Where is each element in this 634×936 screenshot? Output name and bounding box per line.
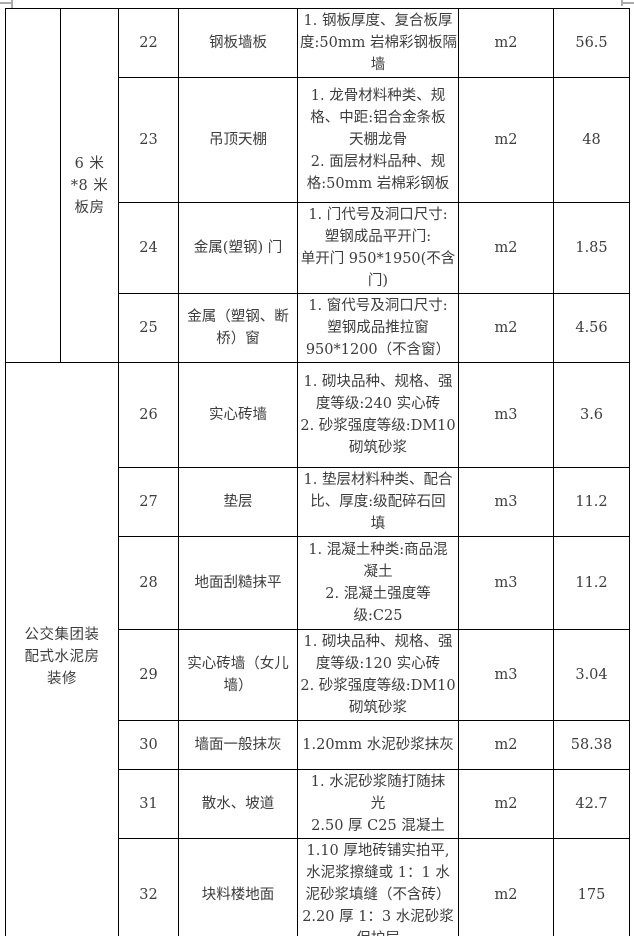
quantity-cell: 11.2	[553, 536, 630, 630]
description-cell: 1. 龙骨材料种类、规 格、中距:铝合金条板 天棚龙骨 2. 面层材料品种、规 …	[297, 77, 459, 203]
item-name-cell: 吊顶天棚	[178, 77, 298, 203]
row-number-cell: 25	[118, 293, 179, 363]
table-row: 32 块料楼地面 1.10 厚地砖铺实拍平, 水泥浆擦缝或 1：1 水 泥砂浆填…	[6, 838, 630, 936]
description-cell: 1. 门代号及洞口尺寸: 塑钢成品平开门: 单开门 950*1950(不含 门)	[297, 202, 459, 294]
unit-cell: m2	[458, 202, 554, 294]
bill-of-quantities-table: 6 米 *8 米 板房 22 钢板墙板 1. 钢板厚度、复合板厚 度:50mm …	[5, 8, 630, 936]
unit-cell: m2	[458, 293, 554, 363]
row-number-cell: 30	[118, 720, 179, 770]
row-number-cell: 29	[118, 629, 179, 721]
quantity-cell: 3.04	[553, 629, 630, 721]
table-row: 25 金属（塑钢、断 桥）窗 1. 窗代号及洞口尺寸: 塑钢成品推拉窗 950*…	[6, 293, 630, 363]
item-name-cell: 实心砖墙（女儿 墙）	[178, 629, 298, 721]
unit-cell: m2	[458, 8, 554, 78]
table-row: 31 散水、坡道 1. 水泥砂浆随打随抹 光 2.50 厚 C25 混凝土 m2…	[6, 769, 630, 839]
row-number-cell: 23	[118, 77, 179, 203]
quantity-cell: 1.85	[553, 202, 630, 294]
quantity-cell: 42.7	[553, 769, 630, 839]
row-number-cell: 26	[118, 362, 179, 468]
table-row: 公交集团装 配式水泥房 装修 26 实心砖墙 1. 砌块品种、规格、强 度等级:…	[5, 362, 630, 936]
row-number-cell: 27	[118, 467, 179, 537]
row-number-cell: 28	[118, 536, 179, 630]
description-cell: 1. 砌块品种、规格、强 度等级:240 实心砖 2. 砂浆强度等级:DM10 …	[297, 362, 459, 468]
quantity-cell: 48	[553, 77, 630, 203]
unit-cell: m2	[458, 720, 554, 770]
unit-cell: m3	[458, 629, 554, 721]
quantity-cell: 4.56	[553, 293, 630, 363]
quantity-cell: 11.2	[553, 467, 630, 537]
description-cell: 1. 水泥砂浆随打随抹 光 2.50 厚 C25 混凝土	[297, 769, 459, 839]
description-cell: 1.20mm 水泥砂浆抹灰	[297, 720, 459, 770]
unit-cell: m3	[458, 362, 554, 468]
group-label-cell: 6 米 *8 米 板房	[60, 8, 119, 363]
table-row: 27 垫层 1. 垫层材料种类、配合 比、厚度:级配碎石回 填 m3 11.2	[6, 467, 630, 537]
description-cell: 1.10 厚地砖铺实拍平, 水泥浆擦缝或 1：1 水 泥砂浆填缝（不含砖） 2.…	[297, 838, 459, 936]
item-name-cell: 金属（塑钢、断 桥）窗	[178, 293, 298, 363]
group-spacer-cell	[5, 8, 61, 363]
table-handle-top-left-icon	[11, 0, 13, 8]
unit-cell: m2	[458, 838, 554, 936]
description-cell: 1. 混凝土种类:商品混 凝土 2. 混凝土强度等 级:C25	[297, 536, 459, 630]
item-name-cell: 实心砖墙	[178, 362, 298, 468]
item-name-cell: 块料楼地面	[178, 838, 298, 936]
description-cell: 1. 砌块品种、规格、强 度等级:120 实心砖 2. 砂浆强度等级:DM10 …	[297, 629, 459, 721]
item-name-cell: 墙面一般抹灰	[178, 720, 298, 770]
description-cell: 1. 窗代号及洞口尺寸: 塑钢成品推拉窗 950*1200（不含窗）	[297, 293, 459, 363]
row-number-cell: 22	[118, 8, 179, 78]
table-handle-top-left-icon	[0, 2, 13, 4]
description-cell: 1. 钢板厚度、复合板厚 度:50mm 岩棉彩钢板隔 墙	[297, 8, 459, 78]
table-row: 6 米 *8 米 板房 22 钢板墙板 1. 钢板厚度、复合板厚 度:50mm …	[5, 8, 630, 363]
description-cell: 1. 垫层材料种类、配合 比、厚度:级配碎石回 填	[297, 467, 459, 537]
table-row: 23 吊顶天棚 1. 龙骨材料种类、规 格、中距:铝合金条板 天棚龙骨 2. 面…	[6, 77, 630, 203]
item-name-cell: 散水、坡道	[178, 769, 298, 839]
row-number-cell: 31	[118, 769, 179, 839]
table-handle-top-right-icon	[621, 0, 623, 6]
quantity-cell: 58.38	[553, 720, 630, 770]
table-row: 24 金属(塑钢) 门 1. 门代号及洞口尺寸: 塑钢成品平开门: 单开门 95…	[6, 202, 630, 294]
item-name-cell: 地面刮糙抹平	[178, 536, 298, 630]
quantity-cell: 56.5	[553, 8, 630, 78]
quantity-cell: 175	[553, 838, 630, 936]
unit-cell: m3	[458, 536, 554, 630]
unit-cell: m2	[458, 769, 554, 839]
item-name-cell: 垫层	[178, 467, 298, 537]
row-number-cell: 32	[118, 838, 179, 936]
table-row: 29 实心砖墙（女儿 墙） 1. 砌块品种、规格、强 度等级:120 实心砖 2…	[6, 629, 630, 721]
group-label-cell: 公交集团装 配式水泥房 装修	[5, 362, 119, 936]
item-name-cell: 金属(塑钢) 门	[178, 202, 298, 294]
table-handle-top-right-icon	[621, 2, 634, 4]
table-row: 28 地面刮糙抹平 1. 混凝土种类:商品混 凝土 2. 混凝土强度等 级:C2…	[6, 536, 630, 630]
quantity-cell: 3.6	[553, 362, 630, 468]
item-name-cell: 钢板墙板	[178, 8, 298, 78]
unit-cell: m3	[458, 467, 554, 537]
unit-cell: m2	[458, 77, 554, 203]
row-number-cell: 24	[118, 202, 179, 294]
